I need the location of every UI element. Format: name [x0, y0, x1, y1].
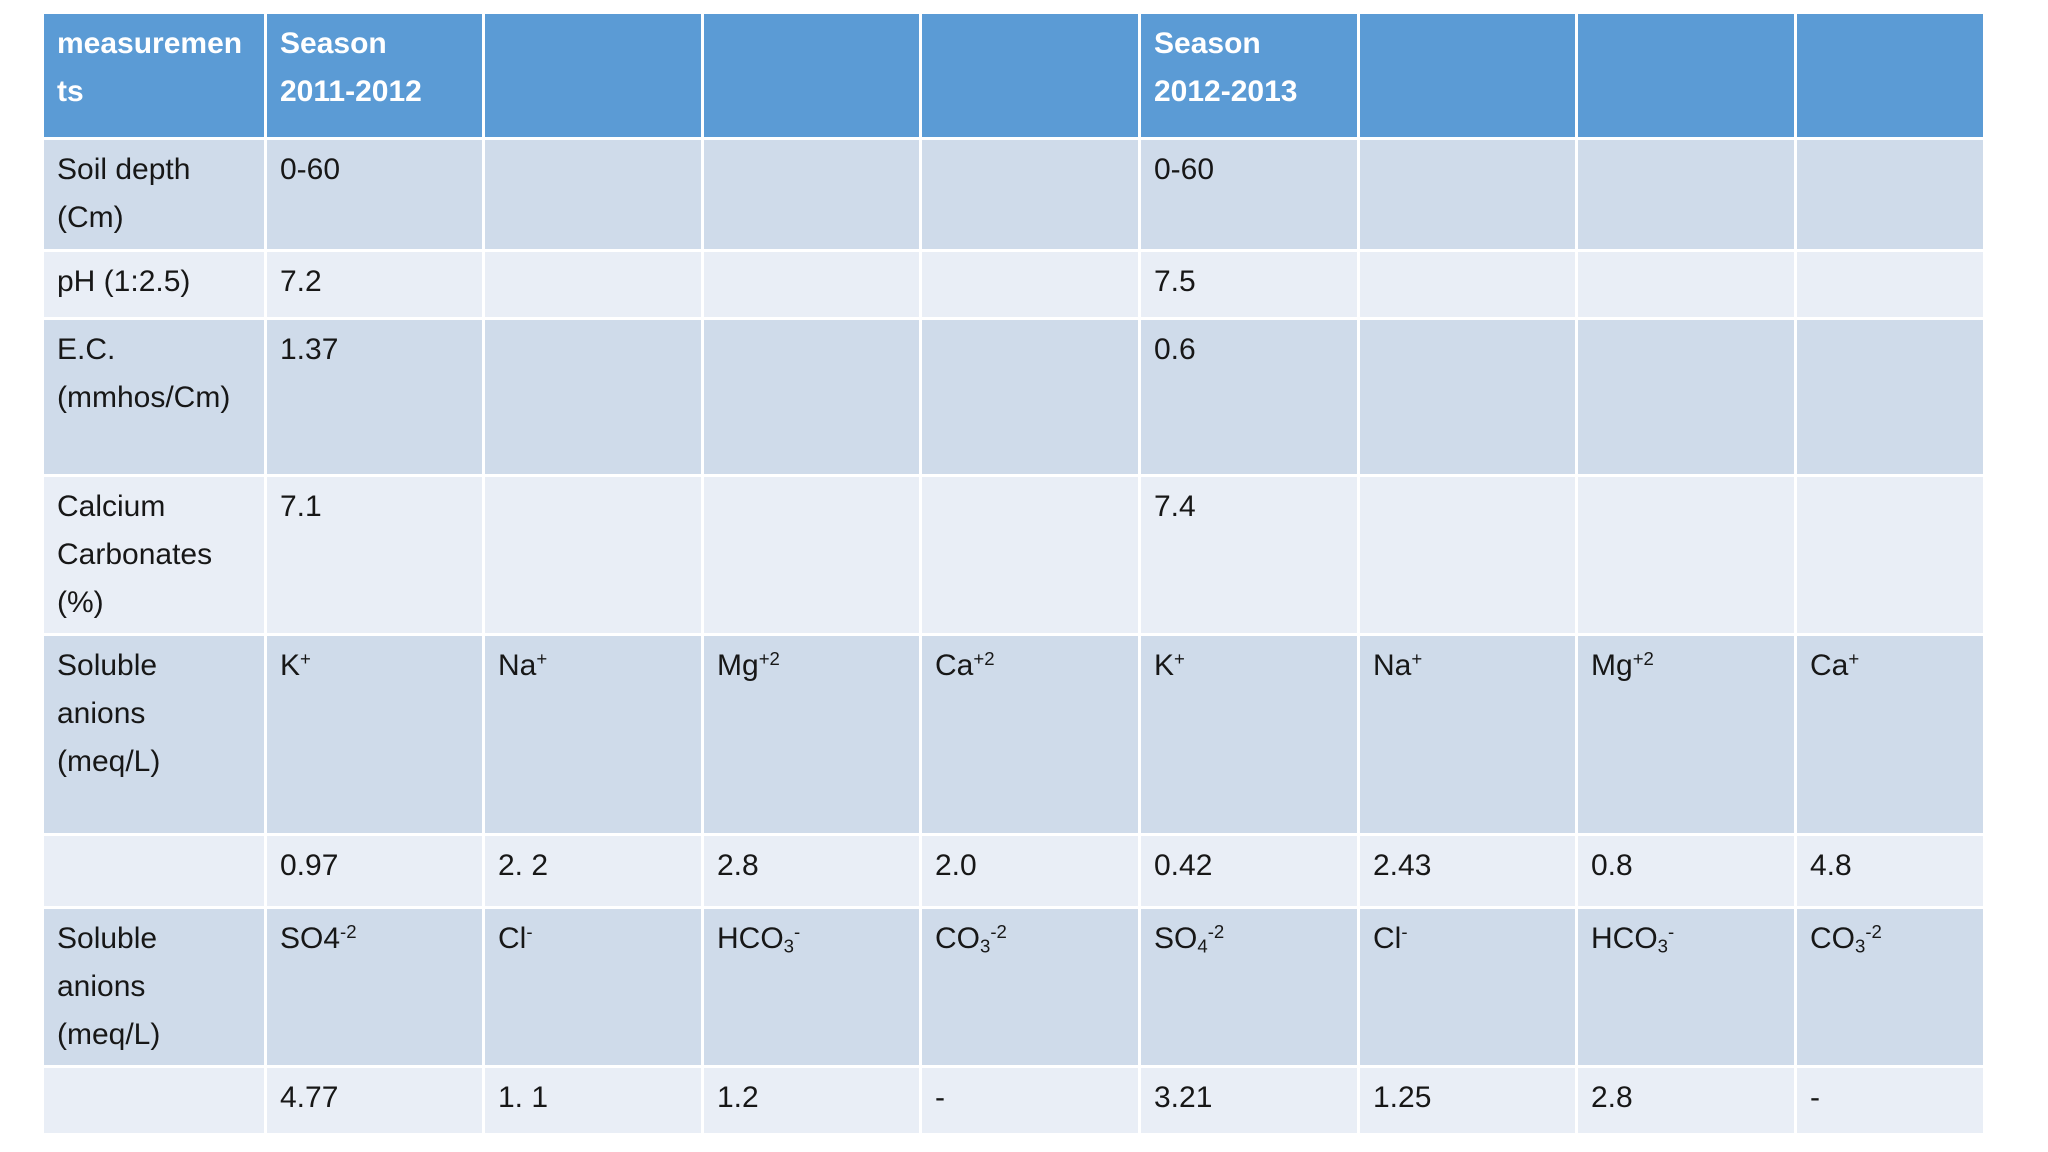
value-cell	[1360, 477, 1575, 633]
value-cell: 4.77	[267, 1068, 482, 1133]
row-label-cell: Soluble anions (meq/L)	[44, 909, 264, 1065]
value-cell	[1578, 252, 1794, 317]
value-cell	[485, 252, 701, 317]
header-cell-season: Season 2011-2012	[267, 14, 482, 137]
value-cell: -	[922, 1068, 1138, 1133]
value-cell: Mg+2	[1578, 636, 1794, 833]
soil-analysis-table: measurements Season 2011-2012 Season 2012-…	[41, 11, 1986, 1136]
value-cell: Cl-	[1360, 909, 1575, 1065]
value-cell	[485, 320, 701, 474]
value-cell: Mg+2	[704, 636, 919, 833]
value-cell: 0.8	[1578, 836, 1794, 906]
value-cell: 2. 2	[485, 836, 701, 906]
value-cell	[704, 252, 919, 317]
value-cell: HCO3-	[1578, 909, 1794, 1065]
value-cell: Na+	[1360, 636, 1575, 833]
value-cell	[1797, 252, 1983, 317]
value-cell: 1. 1	[485, 1068, 701, 1133]
value-cell: 7.1	[267, 477, 482, 633]
value-cell: Ca+	[1797, 636, 1983, 833]
value-cell: 1.37	[267, 320, 482, 474]
value-cell	[704, 140, 919, 249]
value-cell: 0.42	[1141, 836, 1357, 906]
value-cell: 0.6	[1141, 320, 1357, 474]
value-cell: CO3-2	[922, 909, 1138, 1065]
value-cell	[1578, 140, 1794, 249]
value-cell: K+	[267, 636, 482, 833]
value-cell	[704, 477, 919, 633]
value-cell: 3.21	[1141, 1068, 1357, 1133]
value-cell: 0-60	[1141, 140, 1357, 249]
value-cell	[1360, 252, 1575, 317]
value-cell: K+	[1141, 636, 1357, 833]
header-cell-empty	[922, 14, 1138, 137]
value-cell	[922, 140, 1138, 249]
value-cell: 2.8	[1578, 1068, 1794, 1133]
row-label-cell: Soil depth (Cm)	[44, 140, 264, 249]
row-label-cell: pH (1:2.5)	[44, 252, 264, 317]
table-header-row: measurements Season 2011-2012 Season 2012-…	[44, 14, 1983, 137]
row-label-cell: E.C. (mmhos/Cm)	[44, 320, 264, 474]
table-row: Soluble anions (meq/L) K+ Na+ Mg+2 Ca+2 K+ Na+…	[44, 636, 1983, 833]
row-label-cell	[44, 836, 264, 906]
value-cell: 1.25	[1360, 1068, 1575, 1133]
header-cell-empty	[485, 14, 701, 137]
value-cell	[1360, 140, 1575, 249]
value-cell	[922, 320, 1138, 474]
value-cell	[1578, 477, 1794, 633]
value-cell: Cl-	[485, 909, 701, 1065]
table-row: E.C. (mmhos/Cm) 1.37 0.6	[44, 320, 1983, 474]
value-cell	[922, 477, 1138, 633]
value-cell	[1797, 320, 1983, 474]
value-cell: 0-60	[267, 140, 482, 249]
row-label-cell	[44, 1068, 264, 1133]
value-cell: 2.43	[1360, 836, 1575, 906]
value-cell: HCO3-	[704, 909, 919, 1065]
table-row: Calcium Carbonates (%) 7.1 7.4	[44, 477, 1983, 633]
value-cell	[704, 320, 919, 474]
value-cell: 7.4	[1141, 477, 1357, 633]
header-cell-empty	[1578, 14, 1794, 137]
value-cell: CO3-2	[1797, 909, 1983, 1065]
row-label-cell: Soluble anions (meq/L)	[44, 636, 264, 833]
value-cell	[1578, 320, 1794, 474]
value-cell: SO4-2	[1141, 909, 1357, 1065]
table-row: 0.97 2. 2 2.8 2.0 0.42 2.43 0.8 4.8	[44, 836, 1983, 906]
header-cell-season: Season 2012-2013	[1141, 14, 1357, 137]
table-row: Soluble anions (meq/L) SO4-2 Cl- HCO3- CO3-2…	[44, 909, 1983, 1065]
value-cell	[1360, 320, 1575, 474]
header-cell-measurements: measurements	[44, 14, 264, 137]
value-cell	[485, 140, 701, 249]
value-cell	[1797, 477, 1983, 633]
value-cell	[922, 252, 1138, 317]
table-row: pH (1:2.5) 7.2 7.5	[44, 252, 1983, 317]
value-cell: SO4-2	[267, 909, 482, 1065]
value-cell: 2.8	[704, 836, 919, 906]
row-label-cell: Calcium Carbonates (%)	[44, 477, 264, 633]
value-cell: 0.97	[267, 836, 482, 906]
value-cell: -	[1797, 1068, 1983, 1133]
value-cell: 2.0	[922, 836, 1138, 906]
header-cell-empty	[1797, 14, 1983, 137]
value-cell	[485, 477, 701, 633]
header-cell-empty	[1360, 14, 1575, 137]
value-cell: 1.2	[704, 1068, 919, 1133]
value-cell: Na+	[485, 636, 701, 833]
table-row: Soil depth (Cm) 0-60 0-60	[44, 140, 1983, 249]
header-cell-empty	[704, 14, 919, 137]
table-row: 4.77 1. 1 1.2-3.21 1.25 2.8-	[44, 1068, 1983, 1133]
value-cell: Ca+2	[922, 636, 1138, 833]
value-cell: 7.5	[1141, 252, 1357, 317]
value-cell	[1797, 140, 1983, 249]
value-cell: 7.2	[267, 252, 482, 317]
value-cell: 4.8	[1797, 836, 1983, 906]
